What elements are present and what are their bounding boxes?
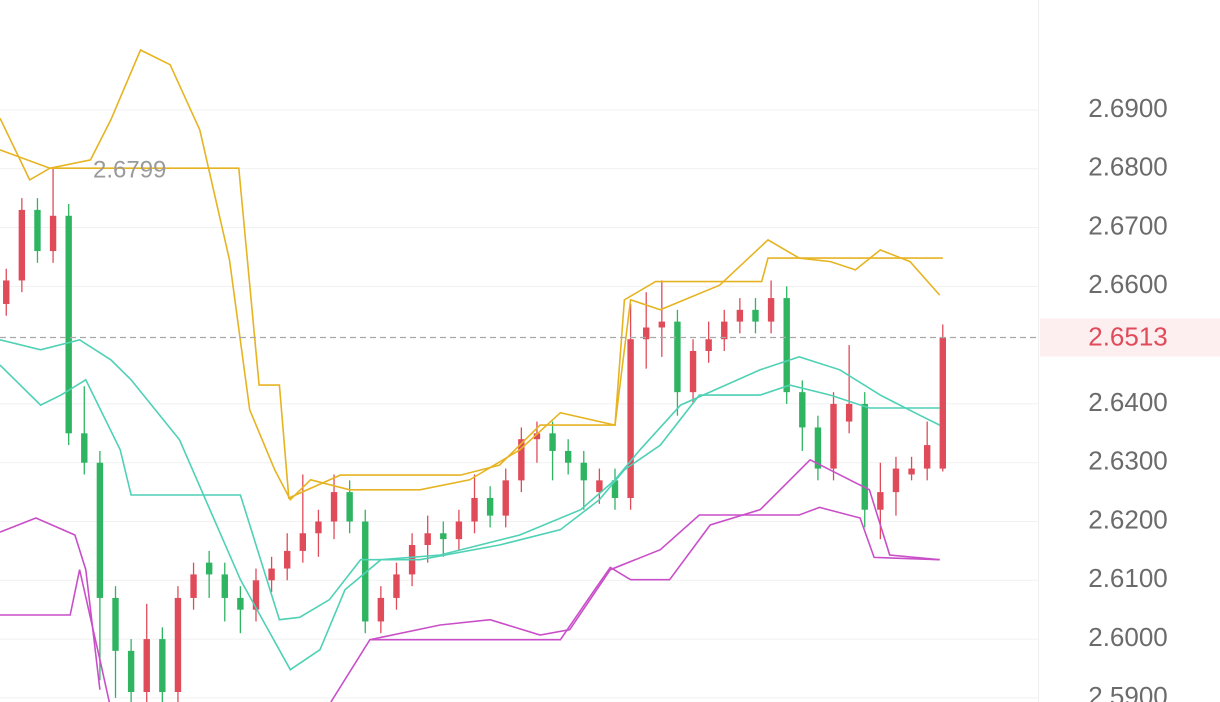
indicator-line [0,149,943,500]
candle-body [908,468,915,475]
y-tick-label: 2.6300 [1088,446,1168,476]
candle-body [284,550,291,569]
candle-body [799,392,806,428]
candle-body [830,403,837,469]
candle-body [221,574,228,598]
candle-body [658,321,666,328]
candle-body [205,562,213,575]
candle-body [330,492,338,522]
indicator-line [0,364,940,621]
candle-body [112,597,119,651]
y-tick-label: 2.6100 [1088,563,1168,593]
candle-body [424,533,431,546]
candle-body [315,521,322,534]
candle-body [611,480,619,498]
candle-body [533,433,541,440]
y-tick-label: 2.6400 [1088,387,1168,417]
indicator-line [0,338,941,671]
candle-body [767,298,775,322]
candle-body [471,497,478,522]
y-tick-label: 2.6600 [1088,269,1168,299]
candle-body [752,309,759,322]
candle-body [362,521,369,622]
candle-body [627,339,634,498]
candle-body [939,337,946,469]
candle-body [143,639,150,693]
candle-body [377,597,385,622]
candle-body [502,480,509,516]
candle-body [549,433,556,451]
candle-body [237,597,244,610]
candle-body [34,209,41,252]
candle-body [705,339,712,351]
candle-body [346,492,353,522]
candle-body [127,650,135,693]
current-price-box [1040,318,1220,357]
candle-body [877,492,884,510]
y-tick-label: 2.6000 [1088,622,1168,652]
candle-body [3,280,10,304]
high-marker-label: 2.6799 [93,157,166,184]
y-tick-label: 2.5900 [1088,681,1168,702]
candle-body [674,321,681,393]
candle-body [814,427,822,469]
candle-body [689,351,697,393]
candle-body [190,574,197,598]
candle-body [455,521,463,540]
candle-body [268,568,275,581]
candle-body [518,439,525,481]
y-tick-label: 2.6700 [1088,210,1168,240]
candle-body [736,309,744,322]
candle-body [174,597,182,693]
candle-body [861,403,868,510]
indicator-line [0,458,940,702]
indicator-line [0,506,940,702]
y-tick-label: 2.6800 [1088,152,1168,182]
candle-body [393,574,400,598]
indicator-line [0,48,941,502]
candle-body [564,450,572,463]
y-tick-label: 2.6200 [1088,504,1168,534]
candle-body [721,321,728,340]
y-tick-label: 2.6900 [1088,93,1168,123]
candle-body [596,480,603,493]
candle-body [643,327,650,340]
candle-body [81,433,88,463]
candle-body [845,403,853,422]
current-price-label: 2.6513 [1088,321,1168,351]
candle-body [892,468,900,493]
candle-body [299,533,307,551]
candle-body [580,462,587,481]
candle-body [783,298,790,393]
candle-body [252,580,260,610]
candle-body [65,215,72,434]
candle-body [486,497,494,516]
plot [0,48,946,702]
candle-body [96,462,104,598]
candle-body [49,215,57,252]
candle-body [159,639,166,693]
candle-body [440,533,447,540]
candle-body [18,209,26,281]
candle-body [923,445,931,469]
